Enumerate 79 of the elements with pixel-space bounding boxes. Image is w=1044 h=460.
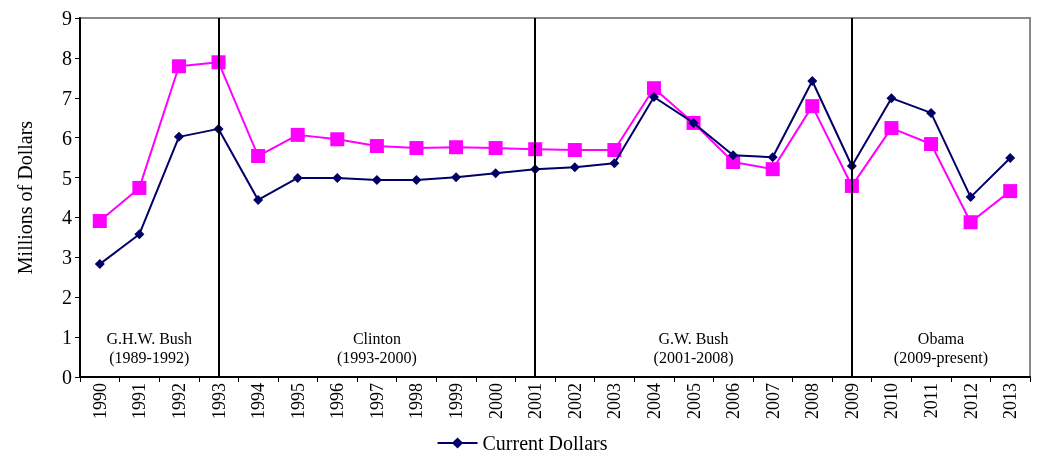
x-tick-label: 1991 (129, 383, 150, 419)
point (411, 174, 422, 185)
x-tick-label: 2009 (841, 383, 862, 419)
point (94, 259, 105, 270)
point (330, 132, 345, 147)
annotation: Obama (2009-present) (893, 330, 989, 367)
point (253, 194, 264, 205)
annotation: G.H.W. Bush (1989-1992) (106, 330, 193, 367)
x-tick-label: 1993 (208, 383, 229, 419)
legend-label: Current Dollars (482, 432, 608, 454)
point (567, 143, 582, 158)
x-tick-label: 1998 (406, 383, 427, 419)
x-tick-label: 2011 (921, 383, 942, 419)
point (251, 149, 266, 164)
point (134, 229, 145, 240)
point (371, 174, 382, 185)
point (369, 139, 384, 154)
x-tick-label: 1999 (446, 383, 467, 419)
point (963, 215, 978, 230)
y-tick-label: 5 (62, 166, 72, 189)
annotation: Clinton (1993-2000) (336, 330, 417, 367)
y-tick-label: 3 (62, 246, 72, 269)
x-tick-label: 2003 (604, 383, 625, 419)
y-tick-label: 1 (62, 326, 72, 349)
point (569, 162, 580, 173)
point (171, 59, 186, 74)
x-tick-label: 2000 (485, 383, 506, 419)
point (1005, 153, 1016, 164)
point (926, 107, 937, 118)
point (490, 168, 501, 179)
annotation: G.W. Bush (2001-2008) (653, 330, 734, 367)
point (965, 192, 976, 203)
point (451, 172, 462, 183)
point (648, 91, 659, 102)
point (728, 150, 739, 161)
y-tick-label: 9 (62, 7, 72, 29)
point (92, 214, 107, 229)
y-axis-title: Millions of Dollars (14, 120, 36, 275)
point (332, 172, 343, 183)
x-tick-label: 2004 (643, 383, 664, 419)
point (609, 158, 620, 169)
point (767, 152, 778, 163)
point (132, 180, 147, 195)
x-tick-label: 1994 (248, 383, 269, 419)
point (607, 143, 622, 158)
point (488, 141, 503, 156)
x-tick-label: 1996 (327, 383, 348, 419)
y-tick-label: 7 (62, 86, 72, 109)
y-tick-label: 4 (62, 206, 72, 229)
point (646, 81, 661, 96)
x-tick-label: 2002 (564, 383, 585, 419)
x-tick-label: 2013 (1000, 383, 1021, 419)
point (924, 137, 939, 152)
x-tick-label: 1997 (366, 383, 387, 419)
point (290, 127, 305, 142)
x-tick-label: 2006 (723, 383, 744, 419)
x-tick-label: 2008 (802, 383, 823, 419)
x-tick-label: 2005 (683, 383, 704, 419)
point (173, 131, 184, 142)
y-tick-label: 0 (62, 366, 72, 388)
x-tick-label: 1992 (168, 383, 189, 419)
point (409, 141, 424, 156)
y-tick-label: 8 (62, 46, 72, 69)
x-tick-label: 2001 (525, 383, 546, 419)
point (884, 121, 899, 136)
x-tick-label: 2012 (960, 383, 981, 419)
point (807, 76, 818, 87)
point (1003, 184, 1018, 199)
point (805, 99, 820, 114)
x-tick-label: 1995 (287, 383, 308, 419)
x-tick-label: 1990 (89, 383, 110, 419)
point (449, 140, 464, 155)
point (292, 172, 303, 183)
y-tick-label: 2 (62, 286, 72, 309)
x-tick-label: 2007 (762, 383, 783, 419)
point (765, 162, 780, 177)
point (886, 93, 897, 104)
x-tick-label: 2010 (881, 383, 902, 419)
y-tick-label: 6 (62, 126, 72, 149)
